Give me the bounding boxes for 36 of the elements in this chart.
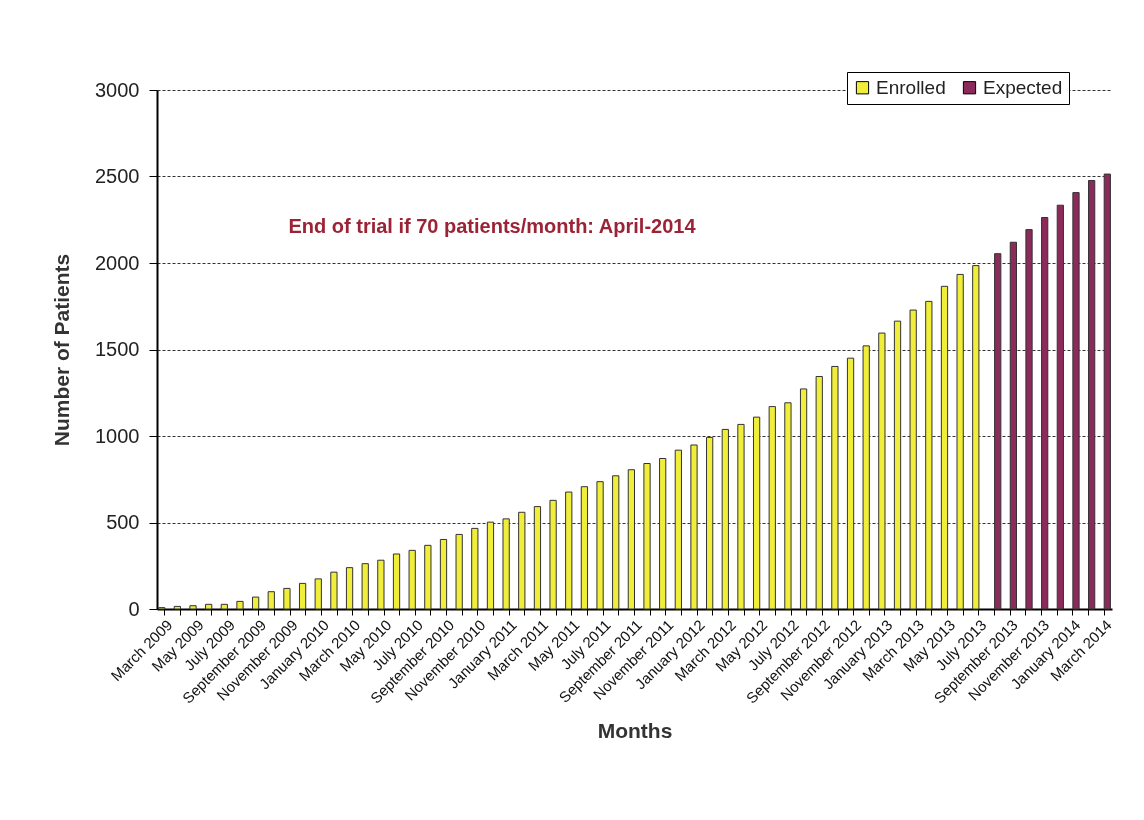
bar	[330, 571, 338, 610]
bar	[439, 538, 448, 610]
y-axis-title: Number of Patients	[50, 253, 74, 447]
bar	[424, 544, 432, 610]
legend-label: Expected	[983, 76, 1063, 98]
bar	[345, 567, 354, 610]
bar	[878, 332, 886, 610]
bar	[236, 600, 244, 610]
bar	[392, 553, 401, 610]
y-tick-label: 500	[106, 511, 140, 533]
bar	[252, 596, 260, 610]
legend-label: Enrolled	[876, 76, 946, 98]
bar	[220, 603, 228, 610]
x-axis-title: Months	[597, 718, 673, 742]
bar	[455, 533, 463, 610]
bar	[471, 527, 479, 610]
y-tick-label: 1500	[95, 338, 140, 360]
bar	[361, 563, 369, 610]
bar	[173, 605, 181, 610]
bar	[643, 463, 651, 610]
y-tick-label: 3000	[95, 78, 140, 101]
y-tick-label: 2500	[95, 165, 140, 187]
bar	[267, 591, 275, 610]
y-tick-label: 1000	[95, 424, 140, 447]
bar	[189, 605, 197, 610]
bar	[518, 511, 526, 610]
bar	[205, 603, 213, 610]
bar	[298, 582, 307, 610]
bar	[314, 578, 322, 610]
bar	[283, 587, 291, 610]
bar	[768, 406, 776, 610]
y-tick-label: 2000	[95, 251, 140, 274]
y-tick-label: 0	[128, 597, 140, 620]
bar	[377, 559, 385, 610]
annotation: End of trial if 70 patients/month: April-2014	[288, 215, 697, 237]
bar	[408, 549, 416, 610]
